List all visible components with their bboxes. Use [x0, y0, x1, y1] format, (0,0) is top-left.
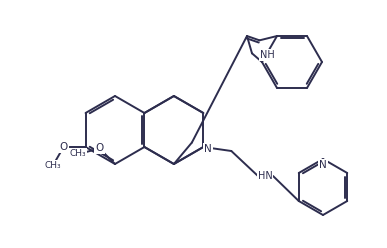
Text: N: N	[204, 144, 212, 154]
Text: N: N	[319, 160, 327, 170]
Text: NH: NH	[260, 50, 275, 60]
Text: O: O	[95, 143, 104, 154]
Text: HN: HN	[258, 171, 272, 181]
Text: CH₃: CH₃	[70, 149, 87, 158]
Text: CH₃: CH₃	[44, 160, 61, 170]
Text: O: O	[60, 142, 68, 152]
